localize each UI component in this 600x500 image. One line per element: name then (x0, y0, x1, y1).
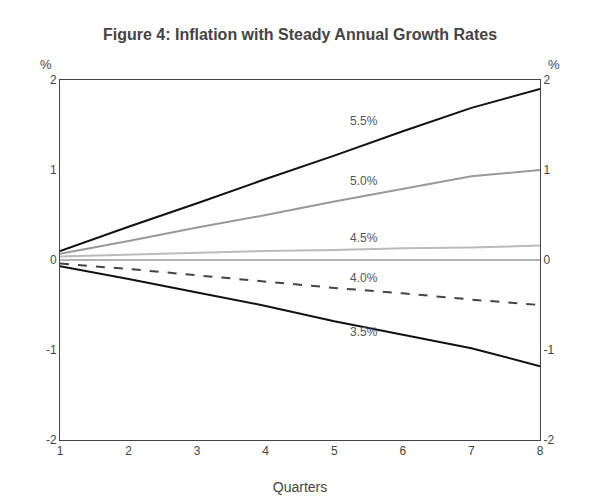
svg-text:3.5%: 3.5% (350, 325, 378, 339)
svg-text:0: 0 (50, 253, 57, 267)
svg-text:Quarters: Quarters (273, 479, 327, 495)
svg-text:2: 2 (125, 444, 132, 458)
svg-text:1: 1 (543, 163, 550, 177)
svg-text:8: 8 (537, 444, 544, 458)
svg-text:-2: -2 (543, 433, 554, 447)
svg-text:1: 1 (57, 444, 64, 458)
svg-text:6: 6 (400, 444, 407, 458)
svg-text:5.0%: 5.0% (350, 174, 378, 188)
svg-text:4.0%: 4.0% (350, 271, 378, 285)
svg-text:5.5%: 5.5% (350, 114, 378, 128)
svg-text:-1: -1 (46, 343, 57, 357)
svg-text:4.5%: 4.5% (350, 231, 378, 245)
svg-text:%: % (548, 57, 560, 72)
svg-text:3: 3 (194, 444, 201, 458)
svg-text:-2: -2 (46, 433, 57, 447)
svg-text:0: 0 (543, 253, 550, 267)
svg-text:2: 2 (543, 73, 550, 87)
svg-text:2: 2 (50, 73, 57, 87)
svg-text:4: 4 (262, 444, 269, 458)
svg-text:7: 7 (468, 444, 475, 458)
svg-text:-1: -1 (543, 343, 554, 357)
svg-text:Figure 4: Inflation with Stead: Figure 4: Inflation with Steady Annual G… (103, 26, 497, 43)
svg-text:5: 5 (331, 444, 338, 458)
svg-text:1: 1 (50, 163, 57, 177)
svg-text:%: % (40, 57, 52, 72)
